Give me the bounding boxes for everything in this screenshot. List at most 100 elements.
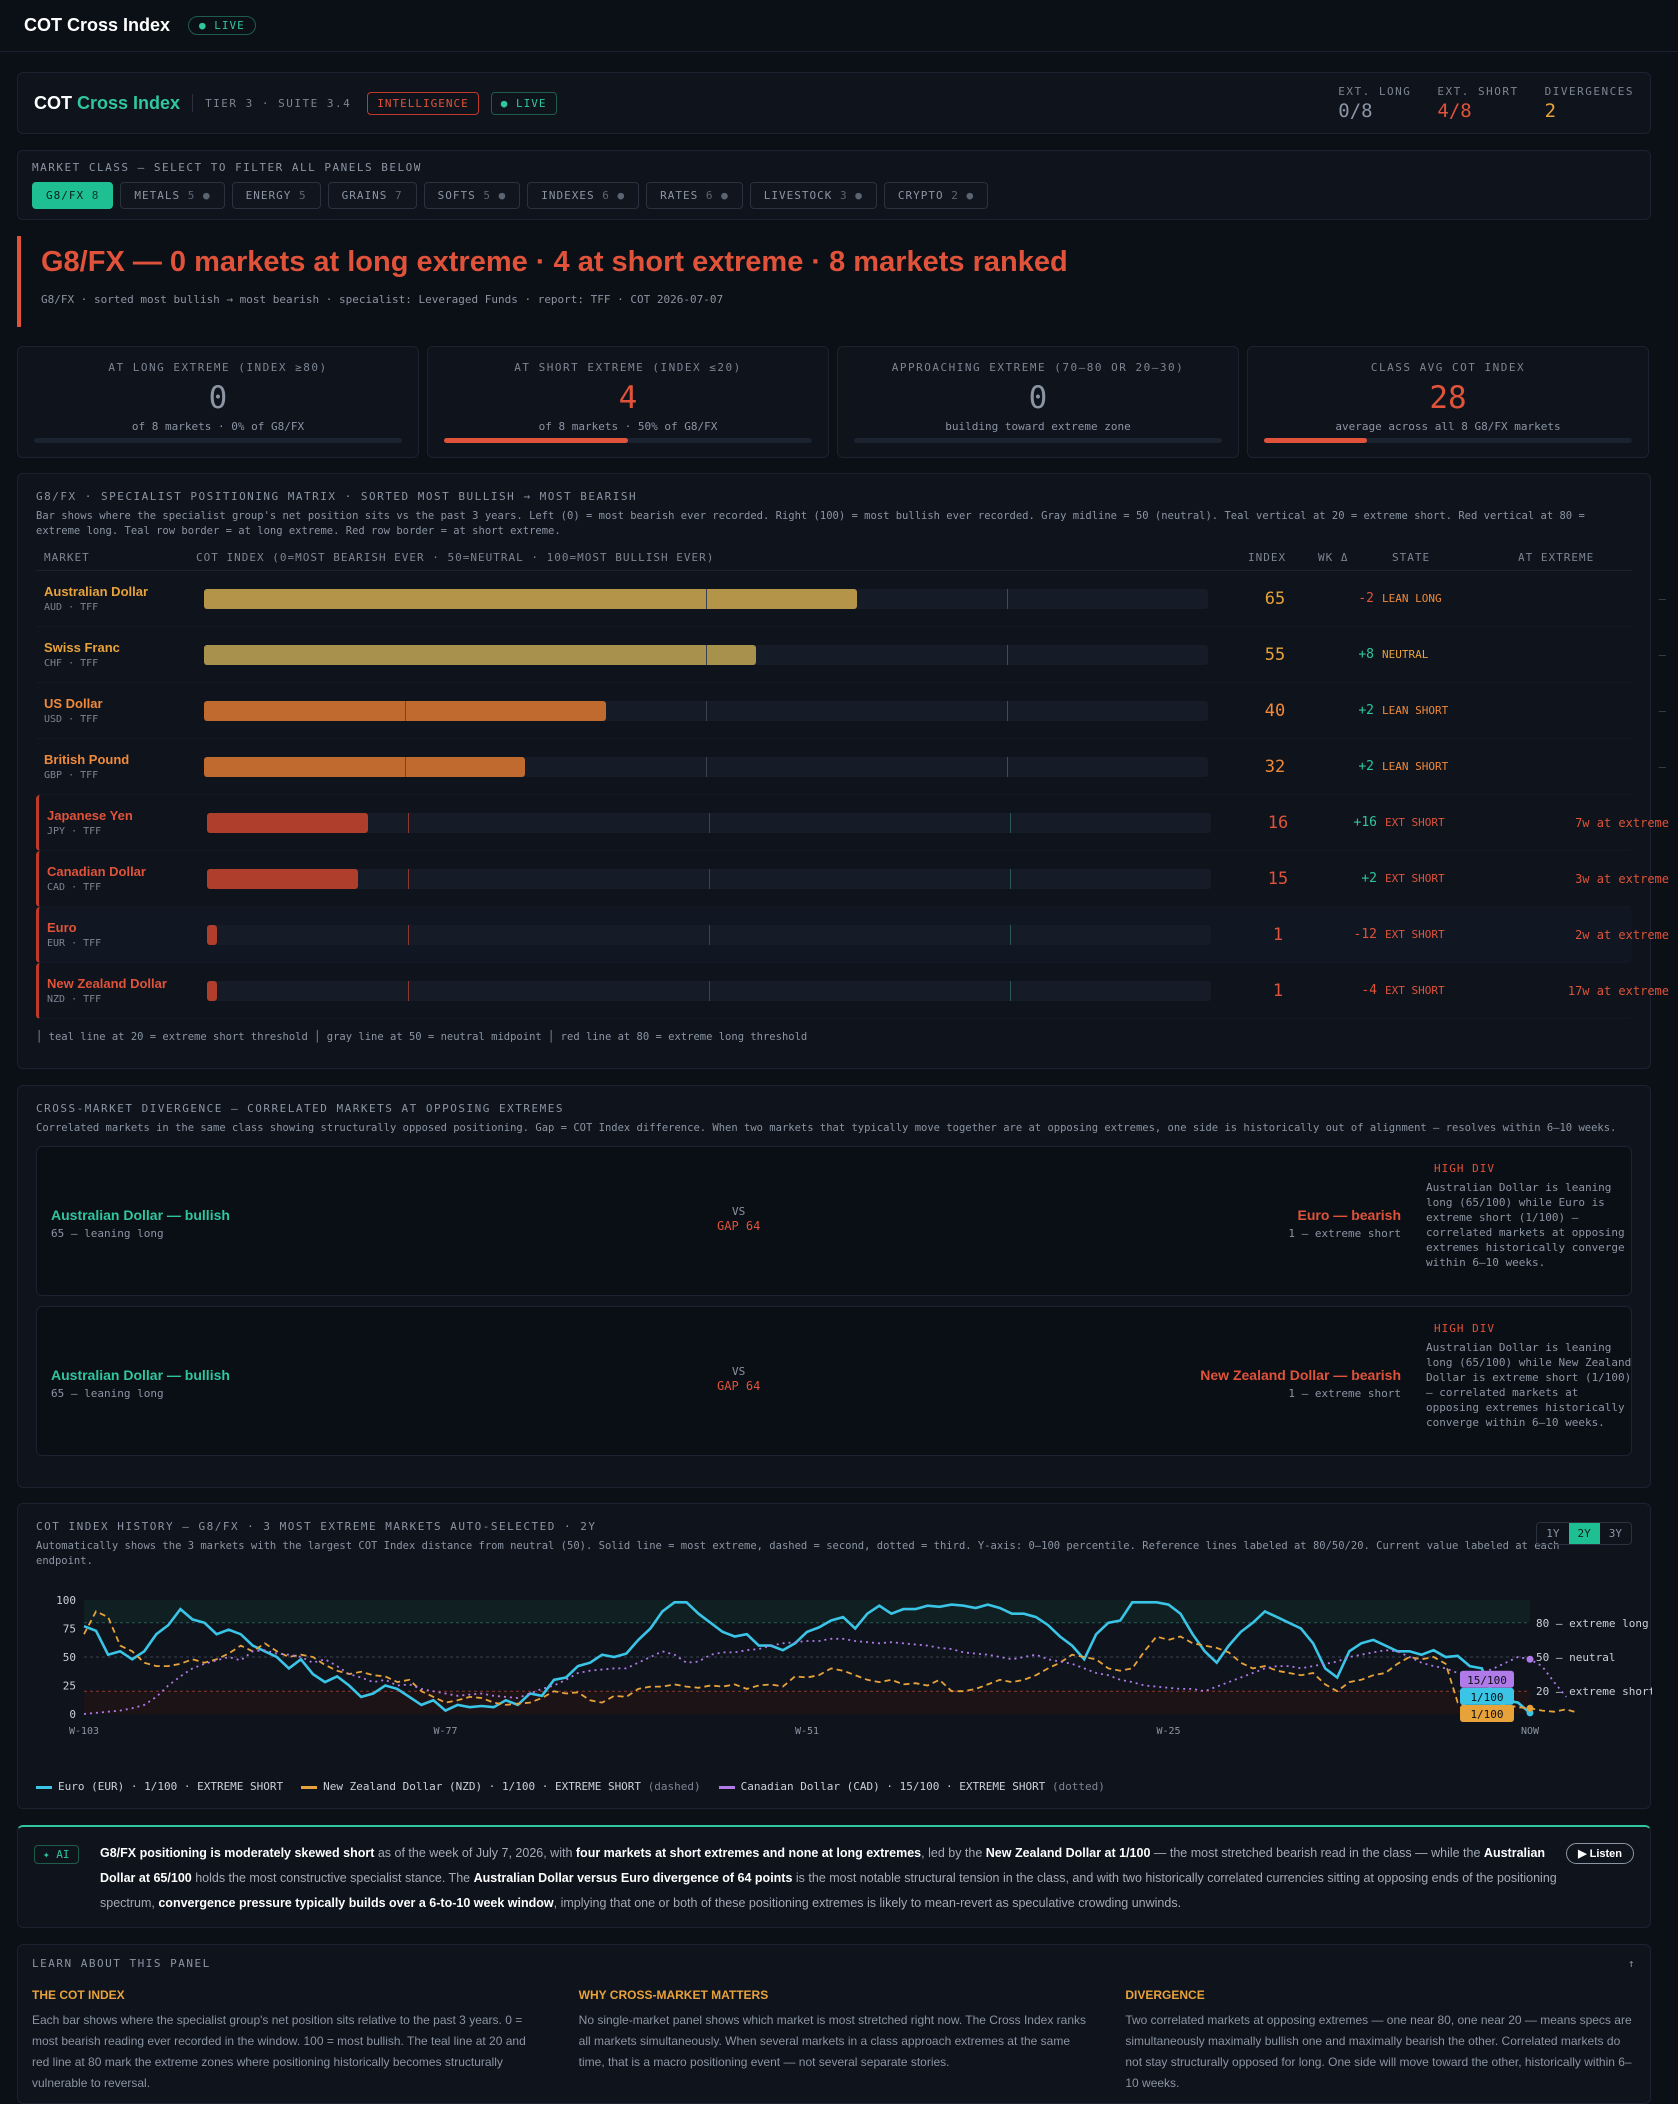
header-stat-value: 4/8	[1437, 99, 1472, 122]
kpi-progress	[444, 438, 812, 443]
legend-item: New Zealand Dollar (NZD) · 1/100 · EXTRE…	[301, 1780, 701, 1793]
filter-chip-livestock[interactable]: LIVESTOCK 3 ●	[749, 182, 877, 209]
history-panel: COT INDEX HISTORY — G8/FX · 3 MOST EXTRE…	[17, 1503, 1652, 1809]
week-change: +8	[1358, 647, 1374, 662]
filter-chip-grains[interactable]: GRAINS 7	[327, 182, 417, 209]
cot-index-bar	[207, 980, 1211, 1001]
kpi-card: AT LONG EXTREME (INDEX ≥80) 0 of 8 markets…	[17, 346, 419, 458]
divergence-tag: HIGH DIV	[1434, 1322, 1495, 1335]
legend-item: Canadian Dollar (CAD) · 15/100 · EXTREME…	[718, 1780, 1105, 1793]
ref-line-50	[706, 756, 707, 777]
ai-text: is the most notable structural tension i…	[100, 1871, 1557, 1910]
market-cell: New Zealand Dollar NZD · TFF	[39, 976, 199, 1005]
state-label: LEAN SHORT	[1382, 760, 1449, 773]
ai-summary-text: G8/FX positioning is moderately skewed s…	[100, 1841, 1560, 1916]
collapse-icon[interactable]: ↑	[1627, 1957, 1636, 1970]
ref-line-80	[1010, 980, 1012, 1001]
chip-count: 6	[705, 189, 714, 202]
header-stat-value: 2	[1544, 99, 1557, 122]
chip-count: 2	[951, 189, 959, 202]
x-tick: W-77	[433, 1726, 457, 1737]
range-1y[interactable]: 1Y	[1546, 1527, 1560, 1540]
chip-label: INDEXES	[541, 189, 595, 202]
at-extreme: —	[1658, 591, 1666, 606]
col-state: STATE	[1392, 551, 1431, 564]
kpi-label: APPROACHING EXTREME (70–80 OR 20–30)	[891, 361, 1185, 374]
ref-line-50	[706, 700, 707, 721]
legend-label: New Zealand Dollar (NZD) · 1/100 · EXTRE…	[323, 1780, 642, 1793]
matrix-row[interactable]: Japanese Yen JPY · TFF 16 +16 EXT SHORT 7w at…	[36, 795, 1669, 851]
kpi-card: AT SHORT EXTREME (INDEX ≤20) 4 of 8 market…	[427, 346, 829, 458]
filter-chip-energy[interactable]: ENERGY 5	[231, 182, 321, 209]
range-2y[interactable]: 2Y	[1568, 1523, 1600, 1544]
kpi-subtext: of 8 markets · 50% of G8/FX	[538, 420, 718, 433]
matrix-row[interactable]: Euro EUR · TFF 1 -12 EXT SHORT 2w at extreme	[36, 907, 1669, 963]
filter-chip-softs[interactable]: SOFTS 5 ●	[423, 182, 521, 209]
ref-line-80	[1010, 868, 1012, 889]
filter-chip-crypto[interactable]: CRYPTO 2 ●	[883, 182, 989, 209]
ref-line-50	[706, 588, 707, 609]
endpoint-label: 15/100	[1467, 1674, 1507, 1687]
matrix-row[interactable]: Australian Dollar AUD · TFF 65 -2 LEAN LONG —	[36, 571, 1666, 627]
matrix-row[interactable]: Swiss Franc CHF · TFF 55 +8 NEUTRAL —	[36, 627, 1666, 683]
market-cell: Euro EUR · TFF	[39, 920, 199, 949]
ref-line-20	[407, 924, 409, 945]
divergence-title: CROSS-MARKET DIVERGENCE — CORRELATED MAR…	[36, 1102, 564, 1115]
bearish-side: New Zealand Dollar — bearish 1 — extreme …	[1200, 1367, 1401, 1400]
col-wk: WK Δ	[1318, 551, 1349, 564]
index-value: 1	[1272, 980, 1284, 1001]
kpi-subtext: average across all 8 G8/FX markets	[1335, 420, 1561, 433]
listen-button[interactable]: ▶ Listen	[1566, 1843, 1634, 1864]
divergence-card[interactable]: Australian Dollar — bullish 65 — leaning …	[36, 1146, 1632, 1296]
kpi-card: CLASS AVG COT INDEX 28 average across all …	[1247, 346, 1649, 458]
divergence-description: Correlated markets in the same class sho…	[36, 1122, 1617, 1134]
legend-style: (dotted)	[1051, 1780, 1105, 1793]
versus: VS GAP 64	[717, 1365, 760, 1393]
series-endpoint	[1526, 1655, 1534, 1663]
market-name: Japanese Yen	[47, 808, 133, 823]
ref-line-label: 80 — extreme long	[1536, 1617, 1649, 1630]
market-code: USD · TFF	[44, 714, 99, 725]
state-label: LEAN LONG	[1382, 592, 1442, 605]
filter-chip-rates[interactable]: RATES 6 ●	[646, 182, 743, 209]
ai-summary: ✦ AI G8/FX positioning is moderately ske…	[17, 1825, 1651, 1928]
at-extreme: —	[1658, 759, 1666, 774]
filter-chip-metals[interactable]: METALS 5 ●	[120, 182, 225, 209]
matrix-row[interactable]: Canadian Dollar CAD · TFF 15 +2 EXT SHORT 3w …	[36, 851, 1669, 907]
kpi-progress	[34, 438, 402, 443]
range-3y[interactable]: 3Y	[1608, 1527, 1622, 1540]
kpi-progress-fill	[1264, 438, 1368, 443]
index-value: 16	[1267, 812, 1289, 833]
state-label: EXT SHORT	[1385, 984, 1445, 997]
divergence-card[interactable]: Australian Dollar — bullish 65 — leaning …	[36, 1306, 1632, 1456]
chip-label: GRAINS	[341, 189, 388, 202]
state-label: NEUTRAL	[1382, 648, 1429, 661]
week-change: +16	[1353, 815, 1377, 830]
cot-index-bar	[207, 812, 1211, 833]
ref-line-80	[1007, 644, 1009, 665]
market-code: GBP · TFF	[44, 770, 99, 781]
matrix-row[interactable]: US Dollar USD · TFF 40 +2 LEAN SHORT —	[36, 683, 1666, 739]
history-title: COT INDEX HISTORY — G8/FX · 3 MOST EXTRE…	[36, 1520, 597, 1533]
at-extreme: 3w at extreme	[1575, 871, 1669, 886]
filter-chips: G8/FX 8 METALS 5 ● ENERGY 5 GRAINS 7 SOFT…	[32, 182, 1636, 209]
index-value: 15	[1267, 868, 1289, 889]
history-chart: 80 — extreme long 50 — neutral 20 — extrem…	[56, 1594, 1652, 1737]
series-endpoint	[1526, 1704, 1534, 1712]
week-change: -2	[1358, 591, 1374, 606]
market-code: JPY · TFF	[47, 826, 102, 837]
chip-label: METALS	[134, 189, 181, 202]
filter-chip-indexes[interactable]: INDEXES 6 ●	[527, 182, 640, 209]
market-name: Swiss Franc	[44, 640, 120, 655]
filter-chip-g8fx[interactable]: G8/FX 8	[32, 182, 114, 209]
bearish-market: Euro — bearish	[1297, 1207, 1401, 1223]
kpi-value: 4	[618, 380, 638, 416]
endpoint-label-bg	[1460, 1670, 1514, 1688]
market-code: EUR · TFF	[47, 938, 102, 949]
learn-text: Two correlated markets at opposing extre…	[1125, 2013, 1632, 2090]
cot-index-fill	[204, 756, 526, 777]
matrix-row[interactable]: British Pound GBP · TFF 32 +2 LEAN SHORT —	[36, 739, 1666, 795]
bearish-detail: 1 — extreme short	[1288, 1387, 1401, 1400]
matrix-row[interactable]: New Zealand Dollar NZD · TFF 1 -4 EXT SHORT 1…	[36, 963, 1669, 1019]
y-tick: 25	[63, 1680, 76, 1693]
